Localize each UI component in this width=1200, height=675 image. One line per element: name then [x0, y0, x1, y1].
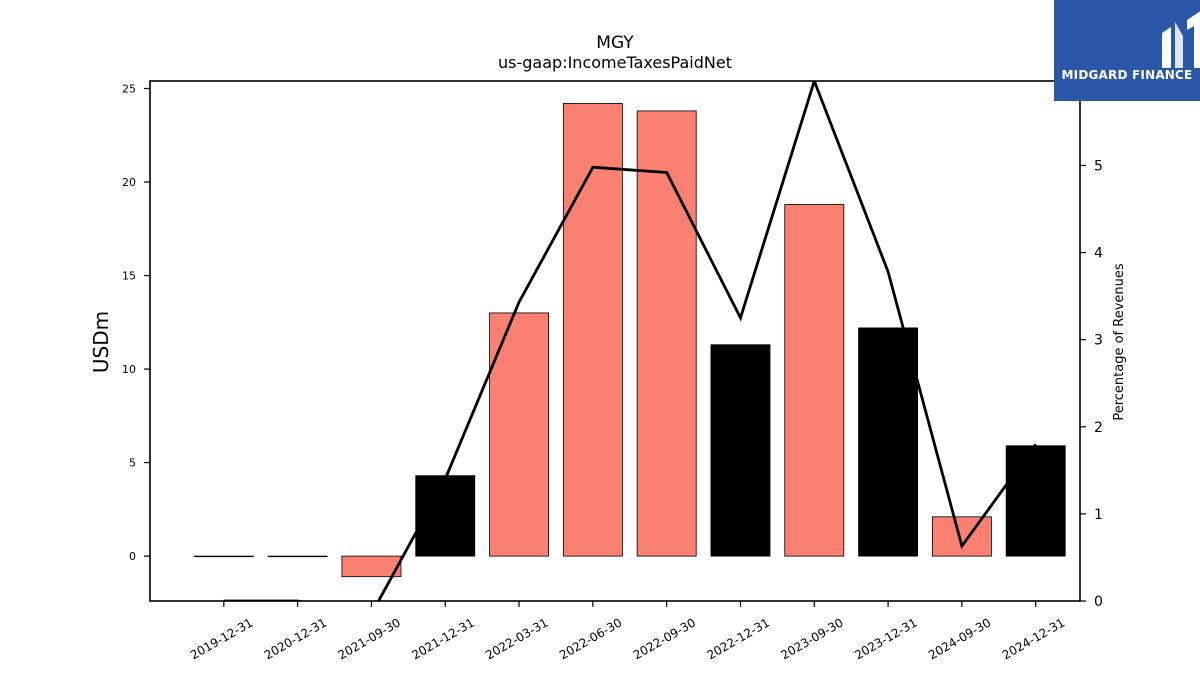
y-tick-label: 25: [122, 82, 136, 95]
bar-2023-09-30: [784, 204, 845, 557]
x-tick-label: 2024-12-31: [1000, 615, 1067, 662]
bar-group: [193, 103, 1066, 578]
bar-2024-12-31: [1005, 445, 1066, 557]
y2-axis-label: Percentage of Revenues: [1112, 263, 1127, 421]
x-tick-label: 2024-09-30: [926, 615, 993, 662]
chart-subtitle: us-gaap:IncomeTaxesPaidNet: [498, 53, 732, 72]
brand-logo: MIDGARD FINANCE: [1054, 0, 1200, 101]
chart-title: MGY: [596, 33, 634, 53]
y-tick-label: 10: [122, 363, 136, 376]
bar-2019-12-31: [193, 555, 254, 558]
bar-2022-03-31: [489, 312, 549, 557]
y2-tick-label: 0: [1094, 594, 1103, 610]
x-tick-label: 2022-06-30: [557, 615, 624, 662]
y-tick-label: 15: [122, 270, 136, 283]
revenue-share-line: [223, 81, 1037, 601]
x-tick-label: 2022-09-30: [631, 615, 698, 662]
y2-tick-label: 4: [1094, 246, 1103, 262]
right-axis-ticks: 0 1 2 3 4 5: [1080, 158, 1103, 610]
x-tick-label: 2020-12-31: [262, 615, 329, 662]
left-axis-ticks: 0 5 10 15 20 25: [122, 82, 150, 563]
y2-tick-label: 1: [1094, 507, 1103, 523]
bar-2021-09-30: [341, 555, 402, 578]
y-axis-label: USDm: [89, 311, 113, 373]
bar-2024-09-30: [931, 516, 992, 557]
y2-tick-label: 5: [1094, 158, 1103, 174]
bar-2022-06-30: [562, 103, 623, 557]
x-tick-label: 2021-09-30: [336, 615, 403, 662]
x-tick-label: 2022-12-31: [705, 615, 772, 662]
x-tick-label: 2021-12-31: [409, 615, 476, 662]
bar-2023-12-31: [858, 327, 919, 557]
x-tick-label: 2022-03-31: [483, 615, 550, 662]
line-group: [223, 81, 1037, 601]
bar-2020-12-31: [267, 555, 328, 558]
x-axis-ticks: 2019-12-31 2020-12-31 2021-09-30 2021-12-31…: [188, 601, 1067, 662]
x-tick-label: 2023-12-31: [852, 615, 919, 662]
bar-2022-12-31: [710, 344, 771, 557]
x-tick-label: 2019-12-31: [188, 615, 255, 662]
y-tick-label: 0: [129, 550, 136, 563]
y-tick-label: 20: [122, 176, 136, 189]
plot-frame: [149, 80, 1081, 602]
bar-2022-09-30: [636, 110, 697, 557]
brand-name: MIDGARD FINANCE: [1061, 68, 1193, 82]
y2-tick-label: 3: [1094, 333, 1103, 349]
y-tick-label: 5: [129, 457, 136, 470]
x-tick-label: 2023-09-30: [778, 615, 845, 662]
y2-tick-label: 2: [1094, 420, 1103, 436]
midgard-logo-icon: [1162, 11, 1200, 68]
